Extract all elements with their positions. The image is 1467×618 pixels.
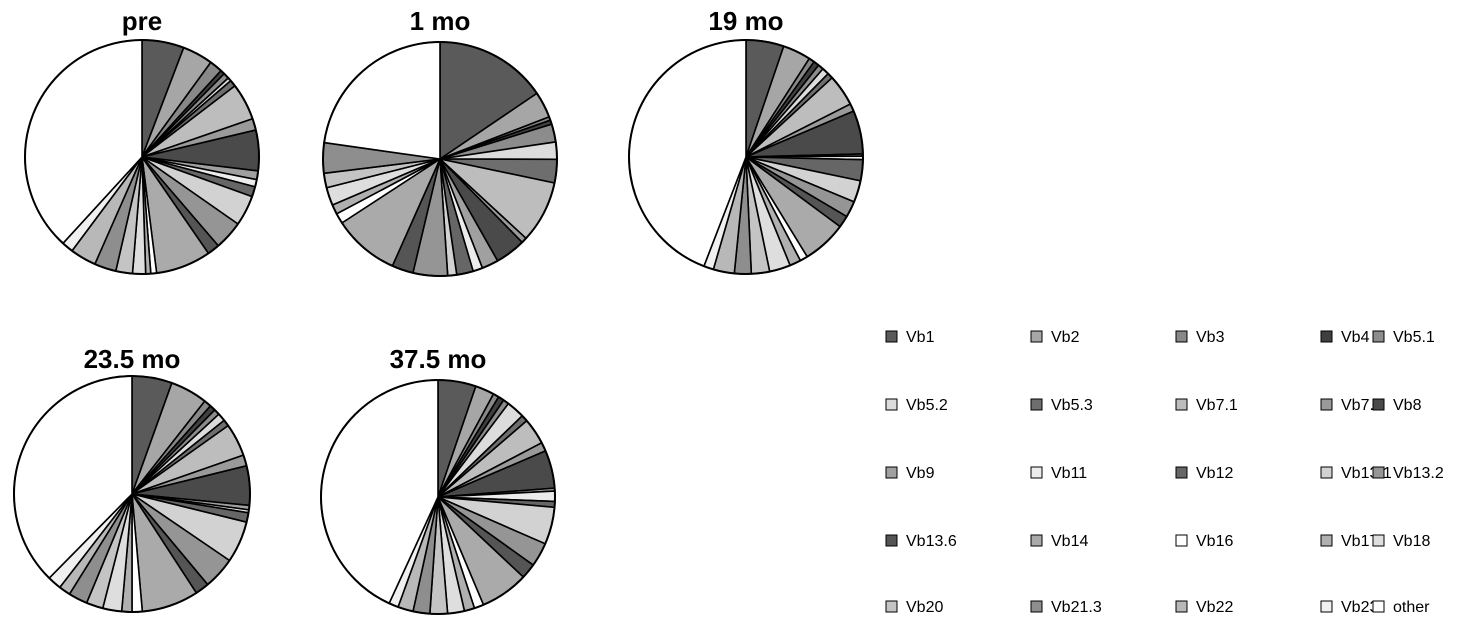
pie-title: 19 mo bbox=[708, 6, 783, 36]
legend-item-vb3: Vb3 bbox=[1175, 329, 1225, 346]
legend-item-vb11: Vb11 bbox=[1030, 465, 1087, 482]
pie-outline bbox=[13, 375, 251, 613]
legend-swatch bbox=[1320, 398, 1333, 411]
legend-swatch bbox=[1320, 330, 1333, 343]
pie-outline bbox=[322, 41, 558, 277]
legend-swatch bbox=[1030, 330, 1043, 343]
legend-item-vb21-3: Vb21.3 bbox=[1030, 599, 1102, 616]
legend-swatch bbox=[1372, 600, 1385, 613]
legend-swatch bbox=[1372, 330, 1385, 343]
pie-outline bbox=[628, 39, 864, 275]
legend-label: Vb5.3 bbox=[1051, 397, 1093, 414]
legend-label: other bbox=[1393, 599, 1430, 616]
legend-label: Vb1 bbox=[906, 329, 935, 346]
legend-label: Vb5.1 bbox=[1393, 329, 1435, 346]
legend-item-vb23: Vb23 bbox=[1320, 599, 1378, 616]
legend-label: Vb13.6 bbox=[906, 533, 957, 550]
legend-item-other: other bbox=[1372, 599, 1430, 616]
pie-pre: pre bbox=[24, 6, 260, 275]
legend-label: Vb21.3 bbox=[1051, 599, 1102, 616]
legend-label: Vb18 bbox=[1393, 533, 1430, 550]
legend-swatch bbox=[1030, 398, 1043, 411]
pie-title: 1 mo bbox=[410, 6, 471, 36]
legend-item-vb13-6: Vb13.6 bbox=[885, 533, 957, 550]
legend-label: Vb7.2 bbox=[1341, 397, 1383, 414]
legend-label: Vb7.1 bbox=[1196, 397, 1238, 414]
legend-swatch bbox=[885, 600, 898, 613]
legend-label: Vb16 bbox=[1196, 533, 1233, 550]
legend-swatch bbox=[1320, 534, 1333, 547]
legend-item-vb5-3: Vb5.3 bbox=[1030, 397, 1093, 414]
legend-swatch bbox=[1175, 534, 1188, 547]
legend-item-vb13-2: Vb13.2 bbox=[1372, 465, 1444, 482]
legend-swatch bbox=[1320, 466, 1333, 479]
legend-swatch bbox=[1372, 466, 1385, 479]
legend-swatch bbox=[1175, 466, 1188, 479]
legend-item-vb9: Vb9 bbox=[885, 465, 935, 482]
legend-swatch bbox=[1320, 600, 1333, 613]
legend-item-vb7-2: Vb7.2 bbox=[1320, 397, 1383, 414]
pie-outline bbox=[320, 379, 556, 615]
legend-item-vb14: Vb14 bbox=[1030, 533, 1088, 550]
legend-label: Vb2 bbox=[1051, 329, 1080, 346]
legend-item-vb1: Vb1 bbox=[885, 329, 935, 346]
pie-title: 37.5 mo bbox=[390, 344, 487, 374]
legend-swatch bbox=[1372, 534, 1385, 547]
legend-item-vb8: Vb8 bbox=[1372, 397, 1422, 414]
pie-23-5-mo: 23.5 mo bbox=[13, 344, 251, 613]
legend-item-vb17: Vb17 bbox=[1320, 533, 1378, 550]
legend-swatch bbox=[1175, 600, 1188, 613]
pie-outline bbox=[24, 39, 260, 275]
legend-label: Vb23 bbox=[1341, 599, 1378, 616]
legend-label: Vb11 bbox=[1051, 465, 1087, 482]
pie-title: 23.5 mo bbox=[84, 344, 181, 374]
pie-1-mo: 1 mo bbox=[322, 6, 558, 277]
legend-item-vb2: Vb2 bbox=[1030, 329, 1080, 346]
legend-label: Vb4 bbox=[1341, 329, 1370, 346]
legend-label: Vb13.2 bbox=[1393, 465, 1444, 482]
legend-item-vb20: Vb20 bbox=[885, 599, 943, 616]
pie-19-mo: 19 mo bbox=[628, 6, 864, 275]
legend-item-vb16: Vb16 bbox=[1175, 533, 1233, 550]
legend-item-vb5-1: Vb5.1 bbox=[1372, 329, 1435, 346]
legend: Vb1 Vb2 Vb3 Vb4 Vb5.1 Vb5.2 Vb5.3 Vb7.1 Vb7.2 Vb8… bbox=[885, 329, 1444, 616]
legend-label: Vb8 bbox=[1393, 397, 1422, 414]
legend-label: Vb20 bbox=[906, 599, 943, 616]
legend-item-vb5-2: Vb5.2 bbox=[885, 397, 948, 414]
legend-swatch bbox=[1372, 398, 1385, 411]
legend-label: Vb17 bbox=[1341, 533, 1378, 550]
pie-charts: pre 1 mo 19 mo 23.5 mo 37.5 mo bbox=[13, 6, 864, 615]
pie-37-5-mo: 37.5 mo bbox=[320, 344, 556, 615]
legend-swatch bbox=[885, 534, 898, 547]
legend-label: Vb22 bbox=[1196, 599, 1233, 616]
legend-swatch bbox=[1175, 398, 1188, 411]
legend-label: Vb9 bbox=[906, 465, 935, 482]
legend-label: Vb5.2 bbox=[906, 397, 948, 414]
legend-item-vb12: Vb12 bbox=[1175, 465, 1233, 482]
legend-swatch bbox=[1030, 534, 1043, 547]
legend-swatch bbox=[885, 330, 898, 343]
legend-item-vb22: Vb22 bbox=[1175, 599, 1233, 616]
legend-item-vb18: Vb18 bbox=[1372, 533, 1430, 550]
legend-label: Vb3 bbox=[1196, 329, 1225, 346]
legend-label: Vb14 bbox=[1051, 533, 1088, 550]
legend-swatch bbox=[1030, 466, 1043, 479]
legend-item-vb7-1: Vb7.1 bbox=[1175, 397, 1238, 414]
legend-swatch bbox=[1030, 600, 1043, 613]
pie-title: pre bbox=[122, 6, 162, 36]
legend-item-vb4: Vb4 bbox=[1320, 329, 1370, 346]
legend-label: Vb12 bbox=[1196, 465, 1233, 482]
legend-swatch bbox=[885, 398, 898, 411]
pie-slice-other bbox=[323, 41, 441, 160]
legend-swatch bbox=[885, 466, 898, 479]
legend-swatch bbox=[1175, 330, 1188, 343]
